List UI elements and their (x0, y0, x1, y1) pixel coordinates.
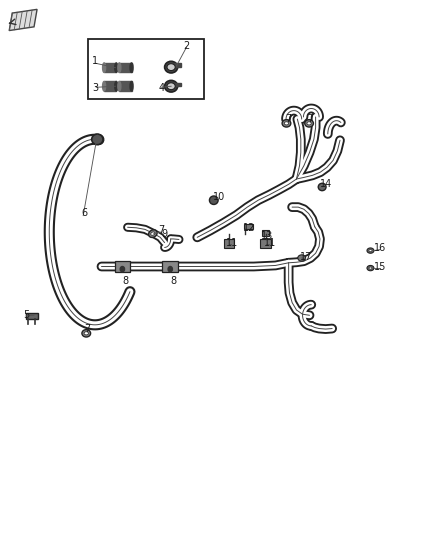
Text: 7: 7 (159, 225, 165, 236)
Text: 6: 6 (81, 208, 87, 219)
Bar (224, 239, 234, 248)
Text: 13: 13 (261, 231, 273, 241)
Ellipse shape (165, 61, 178, 73)
Text: 4: 4 (159, 83, 165, 93)
Text: 5: 5 (24, 310, 30, 320)
Ellipse shape (92, 134, 103, 144)
Bar (244, 224, 253, 229)
Text: 2: 2 (183, 41, 190, 51)
Bar (104, 82, 116, 91)
Bar (119, 63, 131, 72)
Text: 9: 9 (162, 229, 168, 239)
Text: 8: 8 (122, 276, 128, 286)
Text: 11: 11 (264, 238, 276, 248)
Circle shape (168, 266, 173, 272)
Ellipse shape (165, 80, 178, 92)
Ellipse shape (102, 63, 106, 72)
Text: 14: 14 (319, 179, 332, 189)
Bar (162, 261, 178, 272)
Ellipse shape (305, 119, 314, 127)
Ellipse shape (115, 63, 118, 72)
Bar (88, 38, 204, 100)
Bar (26, 313, 39, 319)
Bar (261, 230, 269, 236)
Ellipse shape (367, 248, 374, 253)
Ellipse shape (307, 122, 311, 125)
Text: 17: 17 (300, 252, 312, 262)
Ellipse shape (82, 329, 91, 337)
Text: 10: 10 (213, 191, 225, 201)
Circle shape (120, 266, 124, 272)
Text: 7: 7 (85, 324, 91, 334)
Ellipse shape (84, 332, 88, 335)
Ellipse shape (130, 82, 133, 91)
Text: 7: 7 (307, 114, 314, 124)
Ellipse shape (148, 230, 157, 238)
Text: 1: 1 (92, 56, 98, 66)
Text: 12: 12 (243, 223, 256, 233)
Bar (260, 239, 271, 248)
Text: 15: 15 (374, 262, 386, 271)
Bar (174, 63, 181, 67)
Ellipse shape (102, 82, 106, 91)
Ellipse shape (167, 63, 175, 70)
Ellipse shape (209, 196, 218, 205)
Ellipse shape (115, 82, 118, 91)
Ellipse shape (167, 83, 175, 90)
Bar (104, 63, 116, 72)
Ellipse shape (369, 249, 372, 252)
Bar (174, 83, 181, 86)
Bar (115, 261, 130, 272)
Ellipse shape (367, 265, 374, 271)
Bar (119, 82, 131, 91)
Ellipse shape (130, 63, 133, 72)
Polygon shape (9, 10, 37, 30)
Ellipse shape (118, 63, 121, 72)
Text: 11: 11 (226, 238, 238, 248)
Ellipse shape (369, 267, 372, 269)
Ellipse shape (318, 183, 326, 191)
Text: 3: 3 (92, 83, 98, 93)
Ellipse shape (298, 255, 306, 261)
Ellipse shape (151, 232, 155, 235)
Ellipse shape (118, 82, 121, 91)
Ellipse shape (284, 122, 289, 125)
Text: 8: 8 (170, 276, 177, 286)
Text: 7: 7 (286, 114, 292, 124)
Ellipse shape (282, 119, 291, 127)
Text: 16: 16 (374, 243, 386, 253)
